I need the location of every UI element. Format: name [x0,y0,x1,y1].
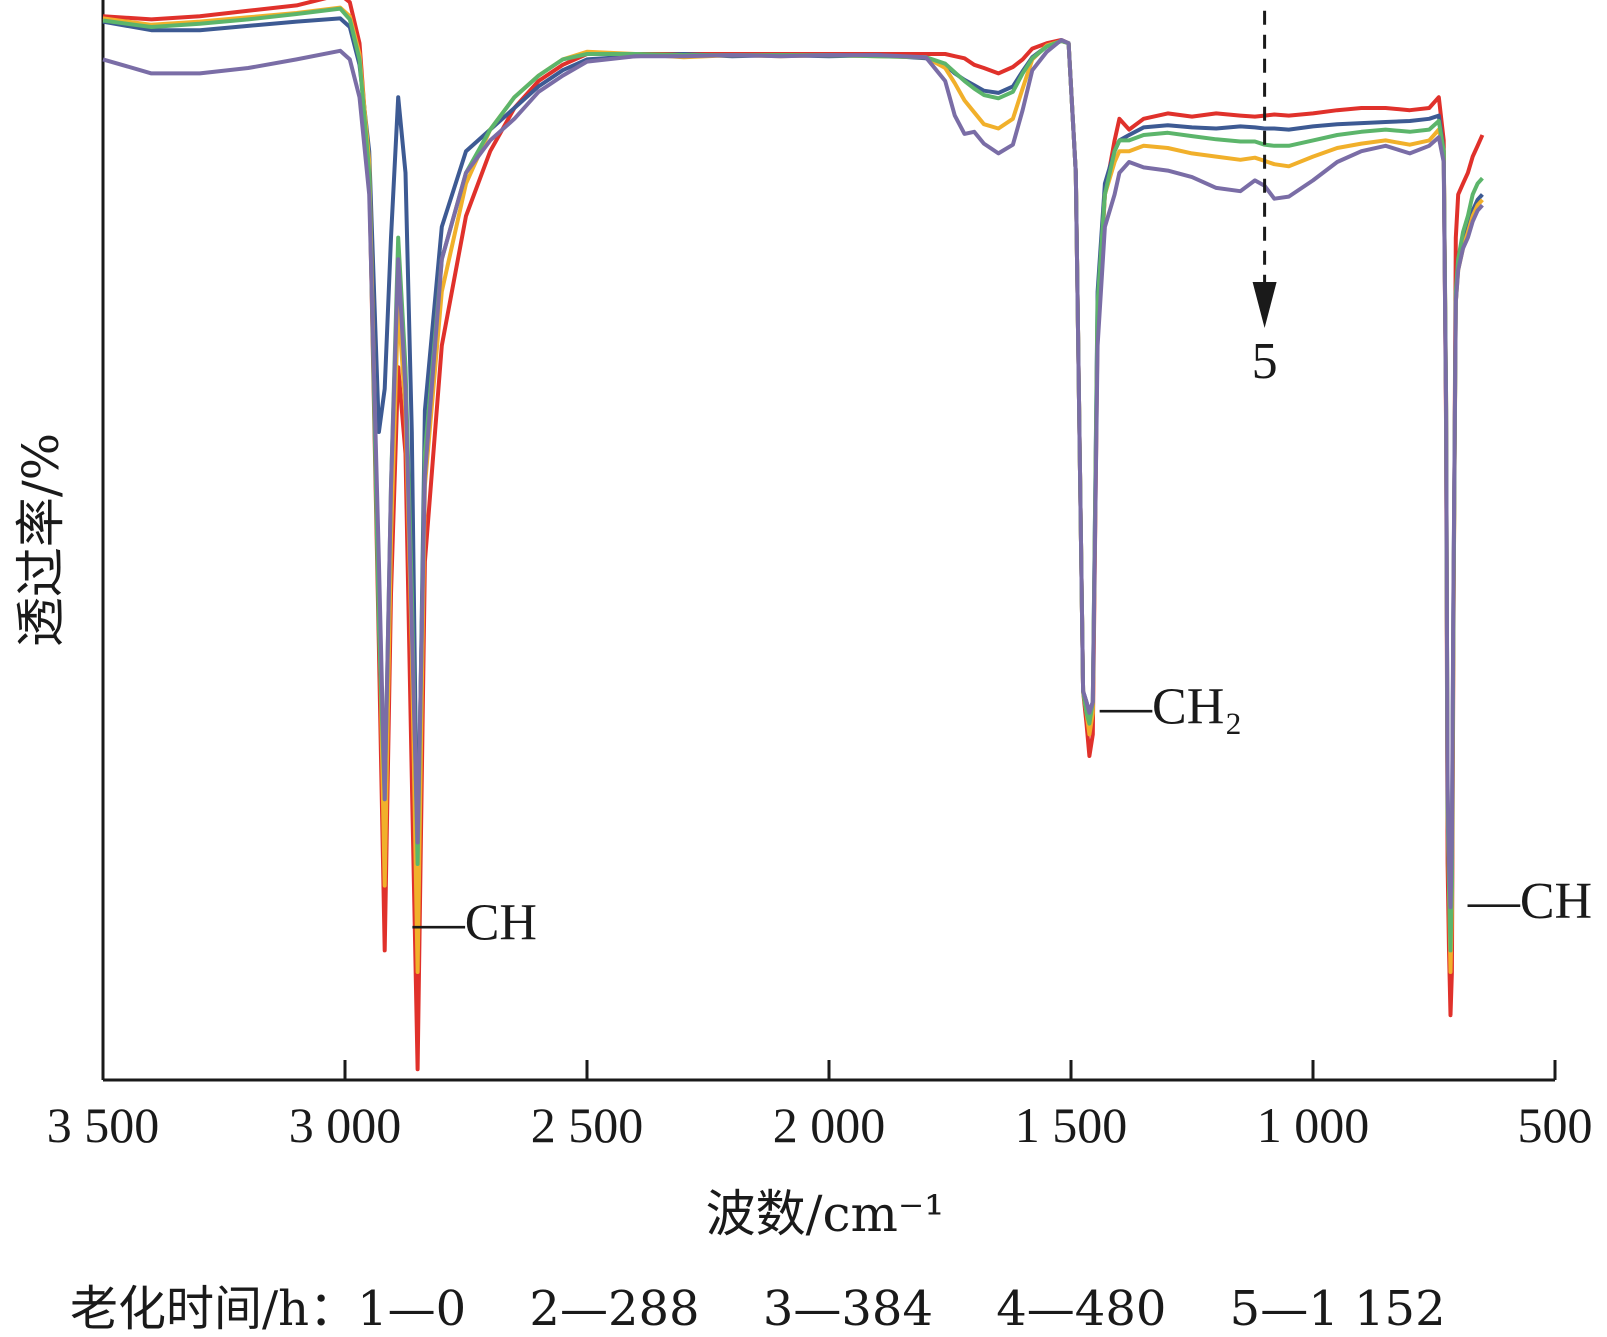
y-axis-label: 透过率/% [12,433,70,647]
x-axis-title: 波数/cm⁻¹ [706,1185,945,1243]
series-line-2 [102,16,1484,931]
x-tick-label: 2 000 [773,1097,886,1153]
peak-annotation-4: —CH [1467,873,1592,930]
series-lines [102,0,1485,1072]
series-line-1 [102,0,1485,1072]
x-ticks: 3 500 3 000 2 500 2 000 1 500 1 000 500 [47,1060,1593,1153]
x-tick-label: 1 000 [1257,1097,1370,1153]
y-axis-title: 透过率/% [12,433,70,647]
x-tick-label: 2 500 [531,1097,644,1153]
trend-arrow-head [1252,282,1277,328]
plot-area: 3 500 3 000 2 500 2 000 1 500 1 000 500 1 5 —CH —… [47,0,1593,1153]
series-line-3 [102,5,1484,974]
x-tick-label: 3 000 [289,1097,402,1153]
x-tick-label: 500 [1518,1097,1593,1153]
x-tick-label: 1 500 [1015,1097,1128,1153]
series-line-5 [102,38,1484,910]
peak-annotation-2: —CH [412,895,537,952]
trend-label-1: 1 [1252,0,1278,7]
trend-label-5: 5 [1252,333,1278,390]
legend-caption: 老化时间/h：1—0 2—288 3—384 4—480 5—1 152 [70,1281,1446,1337]
peak-annotation-3: —CH₂ [1099,679,1242,736]
x-tick-label: 3 500 [47,1097,160,1153]
x-axis-label: 波数/cm⁻¹ [706,1185,945,1243]
series-line-4 [102,6,1484,953]
annotations: 1 5 —CH —CH₂ —CH [412,0,1592,952]
